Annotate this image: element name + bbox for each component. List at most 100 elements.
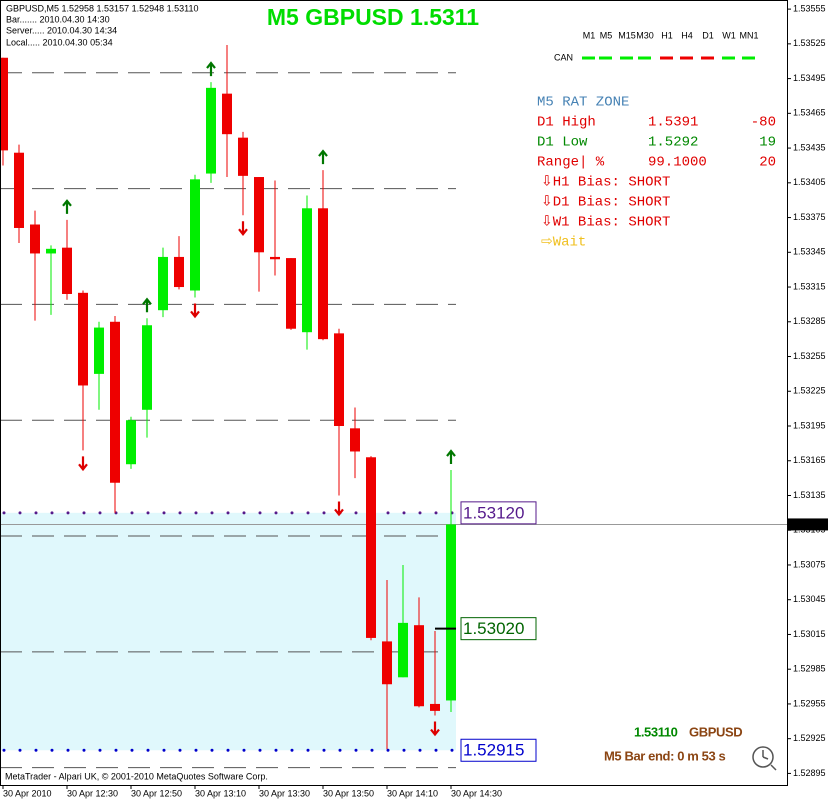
- candle-body: [366, 457, 376, 638]
- zone-dot: [274, 748, 278, 752]
- zone-dot: [226, 748, 230, 752]
- timeframe-label: MN1: [739, 30, 758, 40]
- timeframe-label: M15: [618, 30, 636, 40]
- y-tick-label: 1.52985: [793, 664, 826, 674]
- y-tick-label: 1.53015: [793, 629, 826, 639]
- zone-dot: [418, 748, 422, 752]
- x-tick-label: 30 Apr 13:30: [259, 788, 310, 798]
- zone-dot: [114, 748, 118, 752]
- timeframe-label: M30: [636, 30, 654, 40]
- panel-title: M5 RAT ZONE: [537, 95, 629, 111]
- footer: MetaTrader - Alpari UK, © 2001-2010 Meta…: [5, 771, 268, 781]
- zone-dot: [2, 748, 6, 752]
- x-tick-label: 30 Apr 2010: [3, 788, 52, 798]
- zone-dot: [290, 748, 294, 752]
- candle-body: [270, 256, 280, 260]
- y-tick-label: 1.53165: [793, 455, 826, 465]
- signal-arrow-up: [206, 61, 216, 77]
- panel-value: 19: [759, 135, 776, 151]
- panel-value: 20: [759, 155, 776, 171]
- bias: ⇩H1 Bias: SHORT: [541, 175, 670, 191]
- candle-body: [78, 292, 88, 386]
- zone-dot: [402, 511, 406, 515]
- candle-body: [446, 524, 456, 701]
- signal-arrow-up: [62, 199, 72, 214]
- zone-dot: [258, 748, 262, 752]
- zone-dot: [354, 748, 358, 752]
- candle-body: [94, 327, 104, 374]
- signal-arrow-down: [238, 221, 248, 236]
- level-box: [460, 501, 537, 525]
- info-line: GBPUSD,M5 1.52958 1.53157 1.52948 1.5311…: [6, 3, 198, 13]
- price-tag: [788, 518, 828, 531]
- zone-dot: [130, 511, 134, 515]
- timeframe-label: M5: [600, 30, 613, 40]
- zone-dot: [434, 748, 438, 752]
- zone-dot: [194, 748, 198, 752]
- x-tick-label: 30 Apr 14:10: [387, 788, 438, 798]
- x-tick-label: 30 Apr 13:10: [195, 788, 246, 798]
- signal-arrow-up: [446, 449, 456, 465]
- zone-dot: [354, 511, 358, 515]
- y-tick-label: 1.53075: [793, 559, 826, 569]
- panel-label: D1 High: [537, 115, 596, 131]
- zone: [0, 512, 456, 751]
- x-tick-label: 30 Apr 12:50: [131, 788, 182, 798]
- zone-dot: [66, 511, 70, 515]
- y-tick-label: 1.53465: [793, 108, 826, 118]
- clock-icon: [752, 746, 777, 771]
- signal-arrow-down: [190, 303, 200, 319]
- zone-dot: [322, 511, 326, 515]
- zone-dot: [402, 748, 406, 752]
- status-price: 1.53110: [634, 724, 678, 739]
- signal: ⇨Wait: [541, 235, 586, 251]
- zone-dot: [322, 748, 326, 752]
- zone-dot: [258, 511, 262, 515]
- candle-body: [206, 87, 216, 174]
- plot-area: 1.53120 1.53020 1.52915: [0, 45, 787, 769]
- zone-dot: [82, 748, 86, 752]
- candle-body: [398, 622, 408, 678]
- y-tick-label: 1.53555: [793, 3, 826, 13]
- timeframe-label: H4: [681, 30, 693, 40]
- zone-dot: [34, 748, 38, 752]
- candle-body: [0, 57, 8, 151]
- zone-dot: [274, 511, 278, 515]
- chart-title: M5 GBPUSD 1.5311: [267, 4, 479, 30]
- zone-dot: [50, 511, 54, 515]
- zone-dot: [18, 511, 22, 515]
- y-tick-label: 1.53255: [793, 351, 826, 361]
- y-tick-label: 1.53405: [793, 177, 826, 187]
- zone-dot: [370, 748, 374, 752]
- zone-dot: [2, 511, 6, 515]
- zone-dot: [178, 511, 182, 515]
- zone-dot: [162, 511, 166, 515]
- level-box-label: 1.53020: [463, 619, 524, 638]
- zone-edge: [2, 748, 454, 752]
- x-tick-label: 30 Apr 13:50: [323, 788, 374, 798]
- candle-body: [318, 208, 328, 340]
- candle-body: [382, 641, 392, 685]
- y-tick-label: 1.53315: [793, 281, 826, 291]
- candle-body: [46, 248, 56, 254]
- level-box-label: 1.53120: [463, 503, 524, 522]
- zone-dot: [98, 748, 102, 752]
- bias: ⇩W1 Bias: SHORT: [541, 215, 670, 231]
- zone-dot: [82, 511, 86, 515]
- candle-body: [110, 321, 120, 483]
- candle-body: [350, 428, 360, 452]
- y-tick-label: 1.53525: [793, 38, 826, 48]
- panel-value: 99.1000: [648, 155, 707, 171]
- x-tick-label: 30 Apr 14:30: [451, 788, 502, 798]
- y-tick-label: 1.53285: [793, 316, 826, 326]
- level-box: [460, 738, 537, 762]
- zone-dot: [50, 748, 54, 752]
- signal-arrow-down: [78, 456, 88, 472]
- panel-value: 1.5292: [648, 135, 698, 151]
- zone-dot: [242, 511, 246, 515]
- signal-arrow-down: [430, 721, 440, 737]
- timeframe-label: W1: [722, 30, 736, 40]
- zone-dot: [306, 748, 310, 752]
- y-tick-label: 1.52925: [793, 733, 826, 743]
- can-label: CAN: [554, 52, 573, 62]
